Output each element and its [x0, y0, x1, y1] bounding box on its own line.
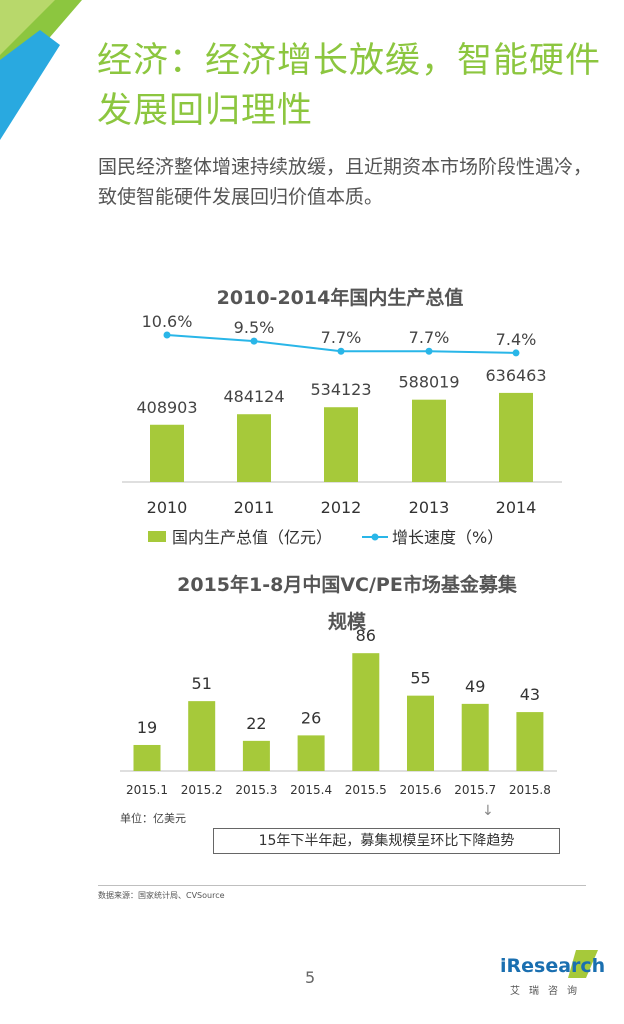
legend-gdp-label: 国内生产总值（亿元）: [172, 528, 332, 547]
chart2-title-line2: 规模: [328, 610, 367, 633]
vcpe-bar-2015.6: [407, 695, 434, 771]
vcpe-bar-2015.2: [188, 701, 216, 771]
gdp-value-label-2012: 534123: [310, 380, 371, 399]
growth-rate-point-2012: [337, 347, 345, 355]
chart2-x-tick-2015.2: 2015.2: [181, 783, 223, 797]
chart2-x-tick-2015.6: 2015.6: [400, 783, 442, 797]
charts-canvas: 2010-2014年国内生产总值 408903 2010 484124 2011 5341…: [120, 286, 562, 797]
chart1-x-tick-2014: 2014: [496, 498, 537, 517]
chart1-x-tick-2010: 2010: [147, 498, 188, 517]
legend-gdp-swatch: [148, 531, 166, 542]
vcpe-value-label-2015.8: 43: [520, 685, 540, 704]
gdp-bar-2010: [150, 424, 184, 482]
chart1-x-tick-2012: 2012: [321, 498, 362, 517]
growth-rate-point-2013: [425, 347, 433, 355]
chart1-title: 2010-2014年国内生产总值: [217, 286, 464, 309]
chart1-x-tick-2011: 2011: [234, 498, 275, 517]
vcpe-value-label-2015.1: 19: [137, 718, 157, 737]
growth-rate-point-2011: [250, 337, 258, 345]
chart2-title-line1: 2015年1-8月中国VC/PE市场基金募集: [177, 573, 518, 596]
growth-rate-point-2010: [163, 331, 171, 339]
growth-rate-label-2012: 7.7%: [321, 328, 362, 347]
logo-text: iResearch: [500, 955, 606, 977]
page-subtitle: 国民经济整体增速持续放缓，且近期资本市场阶段性遇冷，致使智能硬件发展回归价值本质…: [98, 156, 593, 208]
source-divider: [98, 885, 586, 886]
legend-rate-label: 增长速度（%）: [392, 528, 503, 547]
legend-rate-marker: [371, 533, 379, 541]
page-title: 经济：经济增长放缓，智能硬件发展回归理性: [97, 41, 602, 131]
gdp-value-label-2010: 408903: [136, 398, 197, 417]
vcpe-value-label-2015.7: 49: [465, 677, 485, 696]
vcpe-value-label-2015.3: 22: [246, 714, 266, 733]
chart2-x-tick-2015.3: 2015.3: [235, 783, 277, 797]
growth-rate-label-2014: 7.4%: [496, 330, 537, 349]
vcpe-bar-2015.4: [297, 735, 325, 771]
chart2-x-tick-2015.7: 2015.7: [454, 783, 496, 797]
vcpe-value-label-2015.5: 86: [356, 626, 376, 645]
growth-rate-label-2011: 9.5%: [234, 318, 275, 337]
page-number: 5: [305, 968, 316, 987]
vcpe-value-label-2015.4: 26: [301, 708, 321, 727]
logo-subtitle: 艾瑞咨询: [510, 986, 586, 997]
iresearch-logo: [568, 950, 598, 978]
chart2-x-tick-2015.5: 2015.5: [345, 783, 387, 797]
chart1-x-tick-2013: 2013: [409, 498, 450, 517]
gdp-value-label-2014: 636463: [485, 366, 546, 385]
vcpe-value-label-2015.6: 55: [410, 669, 430, 688]
vcpe-bar-2015.3: [242, 740, 270, 771]
gdp-value-label-2011: 484124: [223, 387, 284, 406]
gdp-bar-2014: [499, 392, 533, 482]
vcpe-bar-2015.7: [461, 703, 489, 771]
gdp-value-label-2013: 588019: [398, 373, 459, 392]
chart2-x-tick-2015.8: 2015.8: [509, 783, 551, 797]
gdp-bar-2011: [237, 414, 271, 482]
data-source: 数据来源：国家统计局、CVSource: [98, 891, 225, 900]
gdp-bar-2012: [324, 407, 358, 482]
chart2-unit-label: 单位：亿美元: [120, 812, 186, 825]
vcpe-value-label-2015.2: 51: [192, 674, 212, 693]
corner-decoration: [0, 0, 82, 140]
chart2-x-tick-2015.4: 2015.4: [290, 783, 332, 797]
chart2-annotation: 15年下半年起，募集规模呈环比下降趋势: [213, 828, 560, 854]
growth-rate-point-2014: [512, 349, 520, 357]
chart2-x-tick-2015.1: 2015.1: [126, 783, 168, 797]
vcpe-bar-2015.5: [352, 653, 380, 771]
vcpe-bar-2015.8: [516, 712, 544, 771]
vcpe-bar-2015.1: [133, 744, 161, 771]
growth-rate-label-2010: 10.6%: [142, 312, 193, 331]
down-arrow-icon: ↓: [482, 803, 494, 819]
gdp-bar-2013: [412, 399, 446, 482]
growth-rate-label-2013: 7.7%: [409, 328, 450, 347]
